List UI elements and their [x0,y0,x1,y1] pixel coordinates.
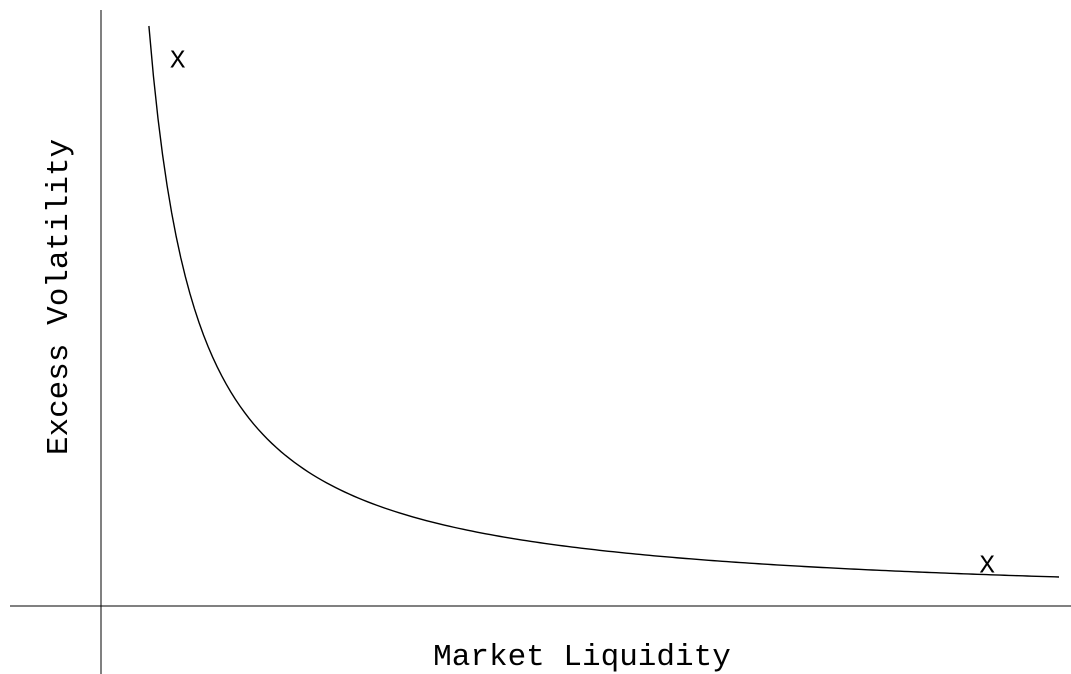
series-layer [148,25,1060,578]
annotation-marker-0: X [170,46,186,76]
y-axis-label: Excess Volatility [42,139,77,455]
annotation-marker-1: X [979,550,995,580]
annotation-layer: XX [170,46,996,581]
x-axis-label: Market Liquidity [433,640,731,674]
series-line-0 [148,25,1060,578]
